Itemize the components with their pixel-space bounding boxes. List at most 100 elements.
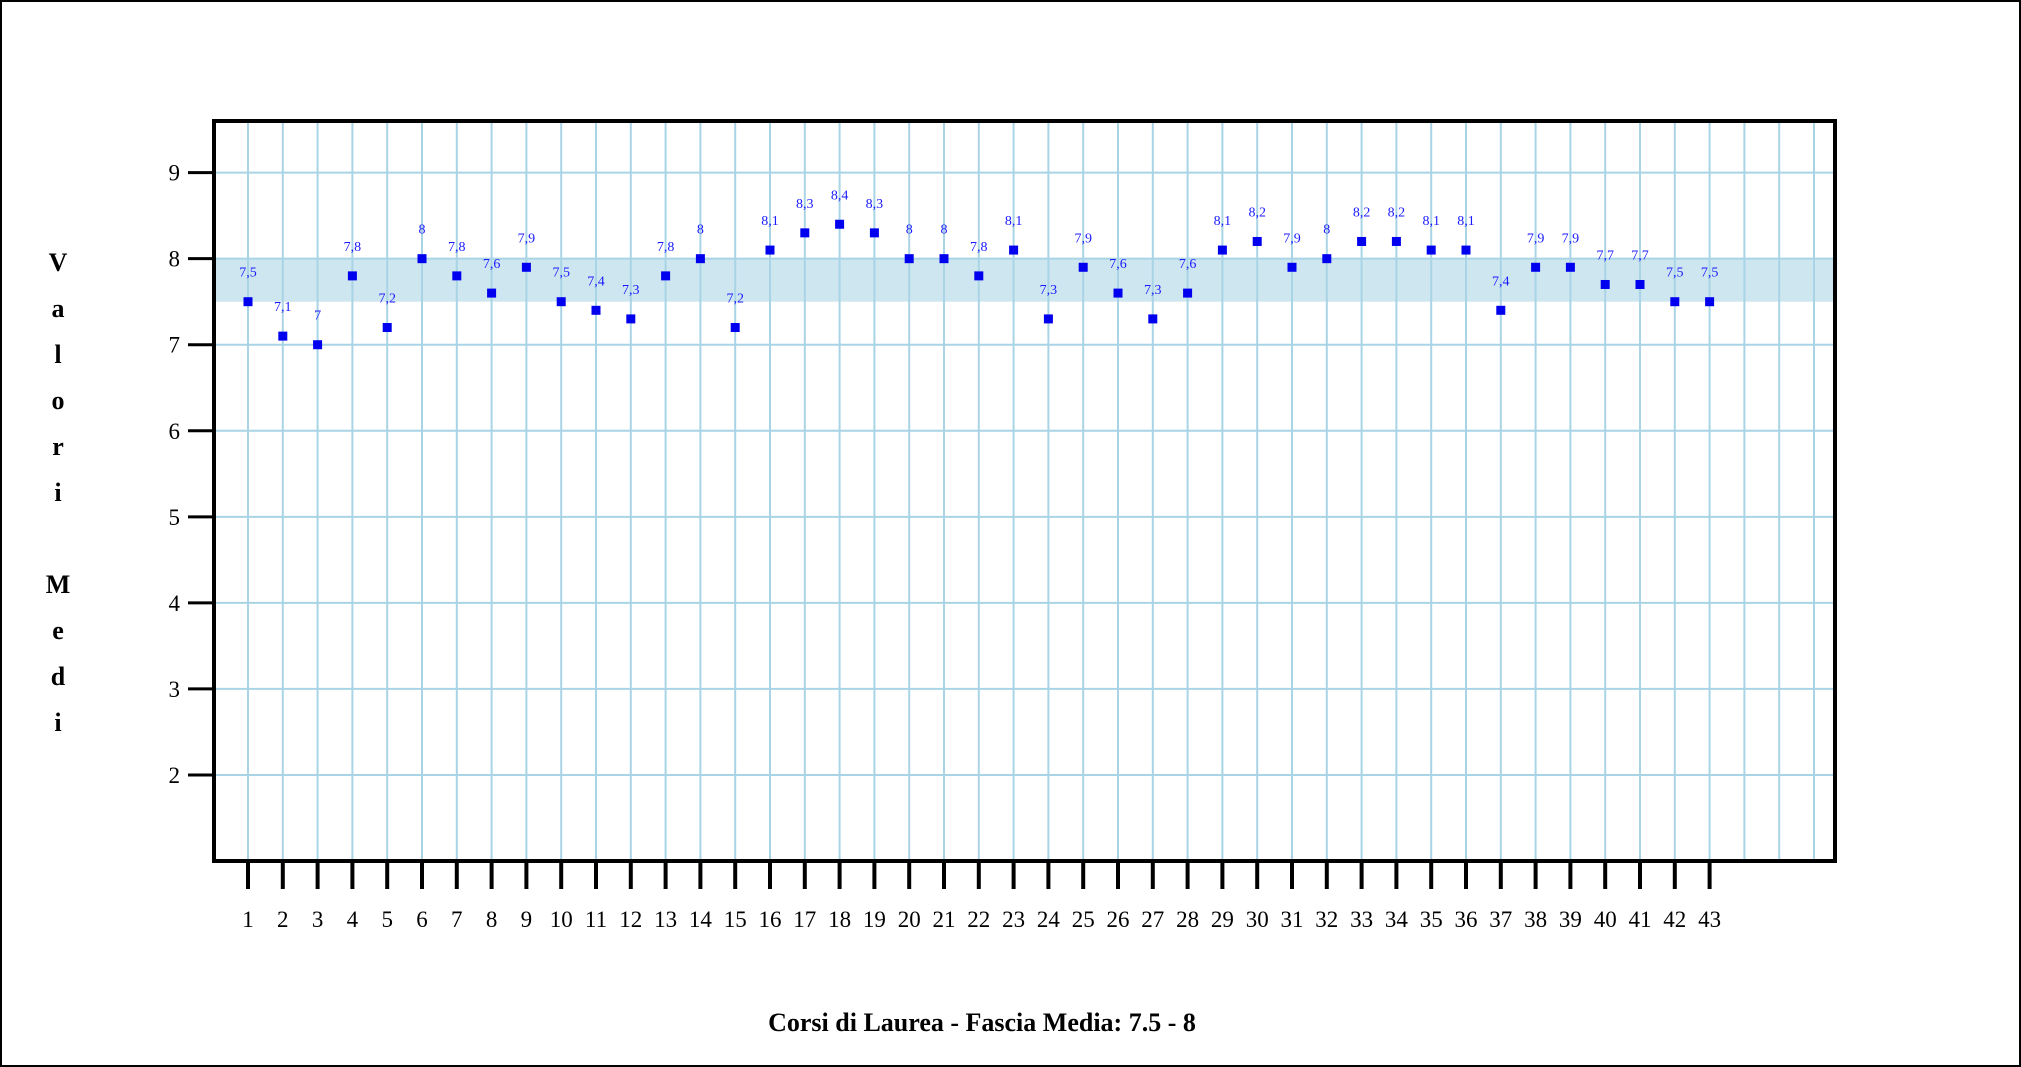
data-label: 7,8 [448, 240, 466, 255]
y-tick-label: 2 [169, 763, 181, 788]
data-label: 8,1 [1214, 214, 1232, 229]
y-axis-label-char: i [54, 478, 61, 507]
x-tick-label: 36 [1455, 907, 1478, 932]
data-label: 7,2 [726, 292, 744, 307]
data-point [695, 254, 705, 264]
data-point [313, 340, 323, 350]
data-label: 7,5 [239, 266, 257, 281]
data-point [1705, 297, 1715, 307]
data-label: 7,6 [1109, 257, 1127, 272]
x-tick-label: 34 [1385, 907, 1409, 932]
data-label: 8,2 [1248, 205, 1266, 220]
data-label: 8,1 [1422, 214, 1440, 229]
data-label: 8,2 [1388, 205, 1406, 220]
x-tick-label: 22 [967, 907, 990, 932]
data-label: 7,8 [657, 240, 675, 255]
data-point [452, 271, 462, 281]
x-tick-label: 24 [1037, 907, 1061, 932]
data-label: 7,4 [587, 274, 605, 289]
data-label: 8,3 [796, 197, 814, 212]
data-label: 7,8 [970, 240, 988, 255]
data-label: 7,7 [1631, 248, 1649, 263]
x-tick-label: 27 [1141, 907, 1164, 932]
data-label: 8 [1323, 223, 1330, 238]
y-axis-label-char: d [51, 662, 66, 691]
data-label: 7,6 [1179, 257, 1197, 272]
data-point [904, 254, 914, 264]
x-tick-label: 1 [242, 907, 254, 932]
band-highlight [214, 258, 1835, 302]
x-tick-label: 16 [759, 907, 782, 932]
data-point [1531, 262, 1541, 272]
data-label: 8,1 [1005, 214, 1023, 229]
data-point [1635, 279, 1645, 289]
data-label: 7,3 [1144, 283, 1162, 298]
data-point [1287, 262, 1297, 272]
x-tick-label: 20 [898, 907, 921, 932]
x-tick-label: 10 [550, 907, 573, 932]
data-point [1357, 236, 1367, 246]
data-label: 7,5 [552, 266, 570, 281]
x-tick-label: 42 [1663, 907, 1686, 932]
data-point [939, 254, 949, 264]
x-tick-label: 40 [1594, 907, 1617, 932]
data-label: 7,8 [344, 240, 362, 255]
data-point [1148, 314, 1158, 324]
data-point [1043, 314, 1053, 324]
data-label: 7,6 [483, 257, 501, 272]
y-axis-label-char: o [52, 386, 65, 415]
x-tick-label: 33 [1350, 907, 1373, 932]
data-point [556, 297, 566, 307]
data-point [1600, 279, 1610, 289]
data-point [835, 219, 845, 229]
data-label: 7,2 [378, 292, 396, 307]
data-point [591, 305, 601, 315]
x-tick-label: 17 [793, 907, 816, 932]
data-point [1113, 288, 1123, 298]
x-tick-label: 39 [1559, 907, 1582, 932]
x-tick-label: 13 [654, 907, 677, 932]
data-point [1565, 262, 1575, 272]
x-tick-label: 6 [416, 907, 428, 932]
x-tick-label: 43 [1698, 907, 1721, 932]
x-tick-label: 38 [1524, 907, 1547, 932]
y-tick-label: 4 [169, 591, 181, 616]
x-tick-label: 41 [1629, 907, 1652, 932]
data-label: 8,4 [831, 188, 849, 203]
data-label: 7,5 [1701, 266, 1719, 281]
data-point [417, 254, 427, 264]
data-label: 7,9 [1562, 231, 1580, 246]
data-label: 8 [941, 223, 948, 238]
data-label: 7,9 [1074, 231, 1092, 246]
data-label: 7,3 [1040, 283, 1058, 298]
data-label: 8 [697, 223, 704, 238]
data-point [1217, 245, 1227, 255]
x-tick-label: 28 [1176, 907, 1199, 932]
data-point [1426, 245, 1436, 255]
y-tick-label: 7 [169, 333, 181, 358]
data-point [765, 245, 775, 255]
data-point [1078, 262, 1088, 272]
data-point [869, 228, 879, 238]
y-tick-label: 6 [169, 419, 181, 444]
data-label: 8,1 [1457, 214, 1475, 229]
x-tick-label: 11 [585, 907, 607, 932]
x-tick-label: 31 [1281, 907, 1304, 932]
y-axis-label-char: V [49, 248, 68, 277]
data-label: 7,7 [1596, 248, 1614, 263]
data-point [1183, 288, 1193, 298]
x-tick-label: 32 [1315, 907, 1338, 932]
data-point [626, 314, 636, 324]
x-tick-label: 37 [1489, 907, 1512, 932]
x-tick-label: 9 [521, 907, 533, 932]
chart-title: Corsi di Laurea - Fascia Media: 7.5 - 8 [768, 1008, 1196, 1037]
x-tick-label: 14 [689, 907, 713, 932]
x-tick-label: 18 [828, 907, 851, 932]
x-tick-label: 4 [347, 907, 359, 932]
x-tick-label: 35 [1420, 907, 1443, 932]
x-tick-label: 30 [1246, 907, 1269, 932]
x-tick-label: 3 [312, 907, 324, 932]
data-point [661, 271, 671, 281]
